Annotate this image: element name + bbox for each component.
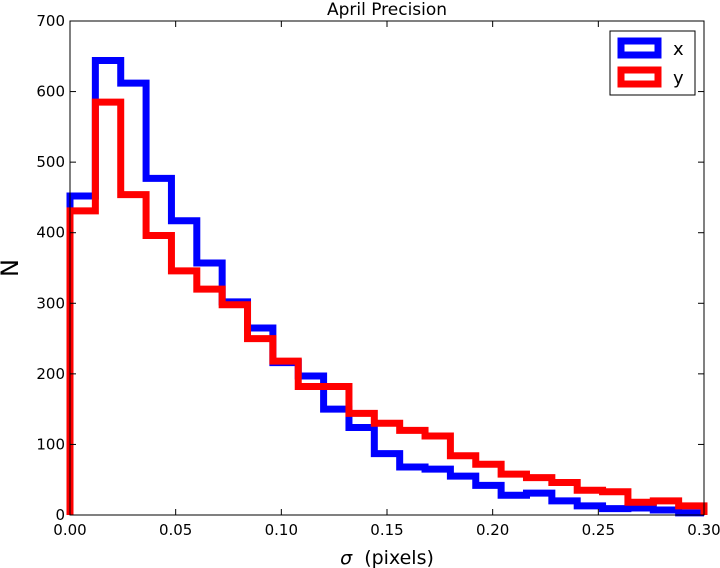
x-tick-label: 0.25 bbox=[582, 521, 615, 539]
x-tick-label: 0.10 bbox=[265, 521, 298, 539]
y-tick-label: 500 bbox=[36, 153, 65, 171]
x-tick-label: 0.00 bbox=[53, 521, 86, 539]
x-tick-label: 0.05 bbox=[159, 521, 192, 539]
y-tick-label: 600 bbox=[36, 83, 65, 101]
y-tick-label: 200 bbox=[36, 365, 65, 383]
legend-swatch-y bbox=[617, 66, 662, 88]
series-layer bbox=[66, 57, 708, 517]
x-tick-label: 0.30 bbox=[687, 521, 720, 539]
legend-label-y: y bbox=[673, 68, 684, 89]
legend-swatch-x bbox=[617, 37, 662, 59]
x-tick-label: 0.20 bbox=[476, 521, 509, 539]
y-tick-label: 0 bbox=[55, 506, 65, 524]
ticks-layer: 0.00 0.05 0.10 0.15 0.20 0.25 0.30 0 100 200 300 40… bbox=[36, 12, 720, 539]
series-x-line bbox=[66, 57, 708, 517]
x-axis-label-symbol: σ bbox=[340, 547, 353, 568]
x-axis-label: σ (pixels) bbox=[340, 547, 434, 568]
legend-label-x: x bbox=[673, 39, 684, 60]
x-tick-label: 0.15 bbox=[370, 521, 403, 539]
y-axis-label: N bbox=[0, 259, 24, 277]
y-tick-label: 700 bbox=[36, 12, 65, 30]
legend: xy bbox=[609, 30, 696, 96]
y-tick-label: 400 bbox=[36, 224, 65, 242]
series-y-line bbox=[66, 98, 708, 515]
x-axis-label-text: (pixels) bbox=[364, 547, 434, 568]
y-tick-label: 300 bbox=[36, 294, 65, 312]
y-tick-label: 100 bbox=[36, 435, 65, 453]
chart-title: April Precision bbox=[327, 0, 447, 20]
